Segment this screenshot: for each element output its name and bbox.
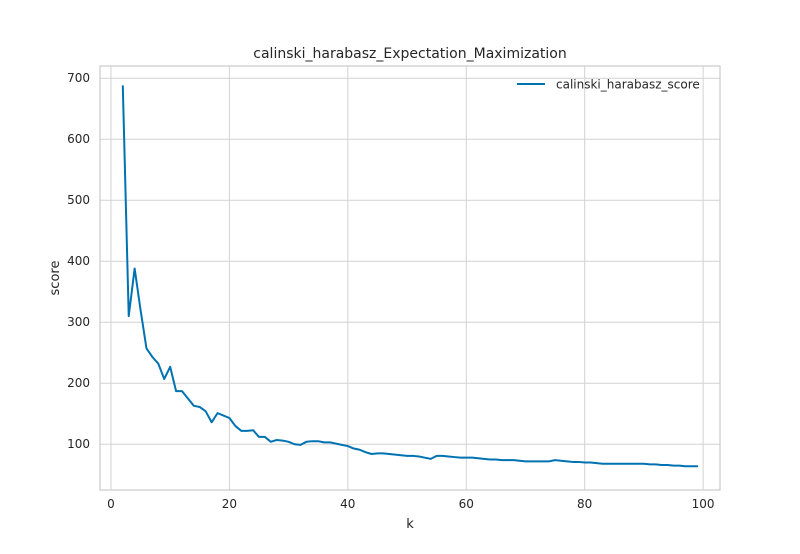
x-tick-label: 20 bbox=[222, 497, 237, 511]
series-layer bbox=[121, 85, 699, 468]
plot-background bbox=[100, 66, 720, 490]
x-tick-label: 100 bbox=[692, 497, 715, 511]
tick-labels: 0 20 40 60 80 100 100 200 300 400 500 600 700 bbox=[67, 71, 714, 511]
y-tick-label: 100 bbox=[67, 437, 90, 451]
x-tick-label: 80 bbox=[577, 497, 592, 511]
legend: calinski_harabasz_score bbox=[517, 78, 700, 92]
legend-label: calinski_harabasz_score bbox=[556, 78, 700, 92]
x-tick-label: 0 bbox=[107, 497, 115, 511]
y-tick-label: 500 bbox=[67, 193, 90, 207]
axes-frame bbox=[99, 65, 721, 491]
series-line bbox=[121, 85, 699, 468]
x-tick-label: 60 bbox=[459, 497, 474, 511]
y-tick-label: 300 bbox=[67, 315, 90, 329]
x-tick-label: 40 bbox=[340, 497, 355, 511]
x-axis-label: k bbox=[406, 517, 414, 532]
y-tick-label: 600 bbox=[67, 132, 90, 146]
y-tick-label: 700 bbox=[67, 71, 90, 85]
y-tick-label: 400 bbox=[67, 254, 90, 268]
grid bbox=[100, 66, 720, 490]
y-axis-label: score bbox=[48, 261, 63, 296]
y-tick-label: 200 bbox=[67, 376, 90, 390]
chart-title: calinski_harabasz_Expectation_Maximizati… bbox=[253, 46, 566, 62]
